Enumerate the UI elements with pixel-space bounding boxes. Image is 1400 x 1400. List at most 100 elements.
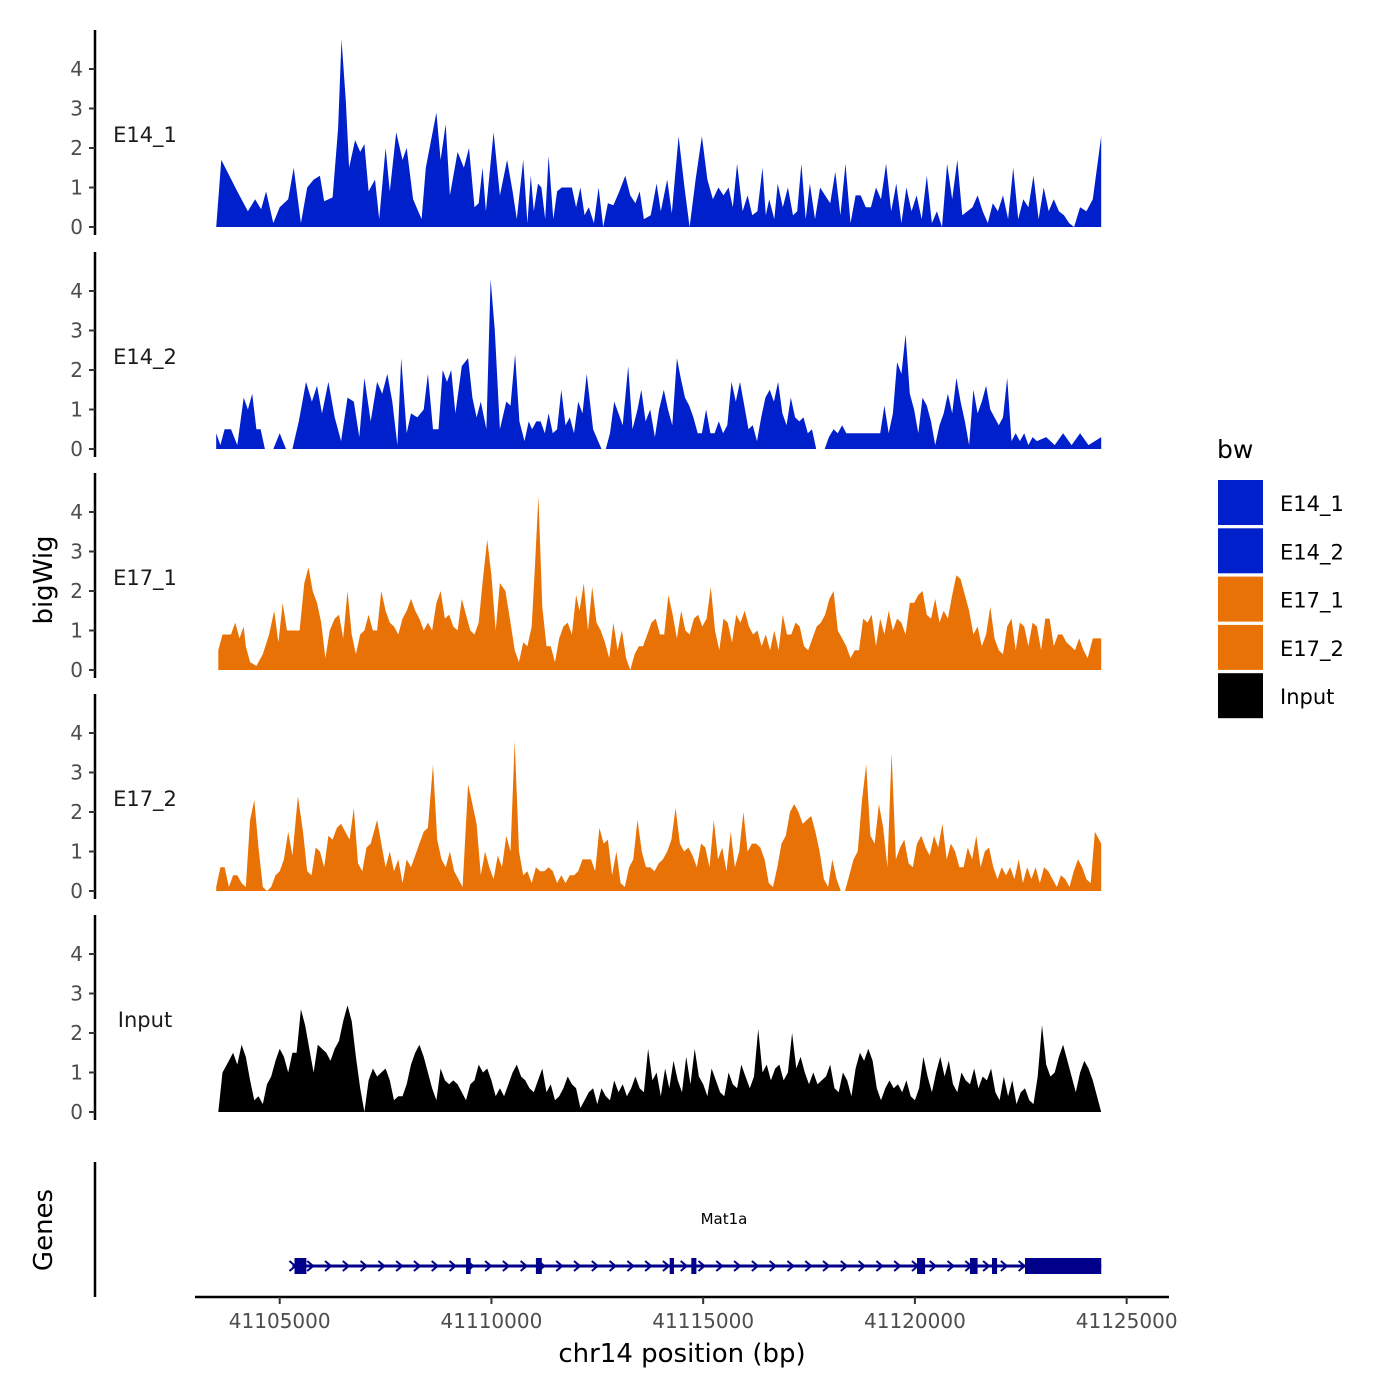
strand-arrow bbox=[591, 1260, 600, 1272]
gene-exon bbox=[1025, 1258, 1102, 1274]
strand-arrow bbox=[395, 1260, 404, 1272]
strand-arrow bbox=[626, 1260, 635, 1272]
y-axis-title: bigWig bbox=[29, 535, 59, 624]
y-tick-label: 3 bbox=[70, 761, 83, 785]
strand-arrow bbox=[359, 1260, 369, 1272]
legend-label: E17_1 bbox=[1280, 589, 1344, 614]
y-tick-label: 1 bbox=[70, 176, 83, 200]
strand-arrow bbox=[431, 1260, 440, 1272]
y-tick-label: 1 bbox=[70, 398, 83, 422]
legend-swatch bbox=[1218, 624, 1263, 670]
y-tick-label: 4 bbox=[70, 279, 83, 303]
gene-exon bbox=[917, 1258, 926, 1274]
strand-arrow bbox=[413, 1260, 422, 1272]
strand-arrow bbox=[1017, 1260, 1027, 1272]
strand-arrow bbox=[768, 1260, 778, 1272]
signal-area-E17_1 bbox=[218, 496, 1102, 670]
gene-exon bbox=[669, 1258, 674, 1274]
legend-label: E14_2 bbox=[1280, 540, 1344, 565]
y-tick-label: 4 bbox=[70, 942, 83, 966]
strand-arrow bbox=[893, 1260, 902, 1272]
track-label: E14_2 bbox=[113, 345, 177, 370]
strand-arrow bbox=[377, 1260, 386, 1272]
gene-exon bbox=[535, 1258, 542, 1274]
x-tick-label: 41105000 bbox=[229, 1309, 331, 1333]
gene-exon bbox=[294, 1258, 307, 1274]
legend-label: E14_1 bbox=[1280, 492, 1344, 517]
y-tick-label: 3 bbox=[70, 540, 83, 564]
y-tick-label: 3 bbox=[70, 319, 83, 343]
x-tick-label: 41110000 bbox=[441, 1309, 543, 1333]
strand-arrow bbox=[502, 1260, 511, 1272]
strand-arrow bbox=[822, 1260, 831, 1272]
gene-exon bbox=[466, 1258, 471, 1274]
y-tick-label: 3 bbox=[70, 982, 83, 1006]
strand-arrow bbox=[697, 1260, 707, 1272]
legend-swatch bbox=[1218, 480, 1263, 525]
legend-label: E17_2 bbox=[1280, 637, 1344, 662]
track-label: E14_1 bbox=[113, 123, 177, 148]
x-axis: 41105000 41110000 41115000 41120000 41125000 bbox=[195, 1295, 1178, 1333]
y-tick-label: 2 bbox=[70, 136, 83, 160]
legend-swatch bbox=[1218, 576, 1263, 622]
gene-exon bbox=[991, 1258, 998, 1274]
track-E14_2: 0 1 2 3 4 E14_2 bbox=[70, 252, 1102, 461]
strand-arrow bbox=[804, 1260, 813, 1272]
y-tick-label: 1 bbox=[70, 840, 83, 864]
legend-swatch bbox=[1218, 673, 1263, 719]
legend-title: bw bbox=[1217, 435, 1253, 464]
gene-exon bbox=[691, 1258, 697, 1274]
y-tick-label: 0 bbox=[70, 1100, 83, 1124]
legend: bw E14_1 E14_2 E17_1 E17_2 Input bbox=[1217, 435, 1344, 719]
signal-tracks: 0 1 2 3 4 E14_1 0 1 2 3 4 E14_2 0 1 2 3 4 E17_1 0 1 2 3 4 E17_2… bbox=[70, 30, 1102, 1124]
strand-arrow bbox=[519, 1260, 529, 1272]
y-tick-label: 0 bbox=[70, 658, 83, 682]
x-tick-label: 41120000 bbox=[864, 1309, 966, 1333]
strand-arrow bbox=[946, 1260, 956, 1272]
y-tick-label: 2 bbox=[70, 579, 83, 603]
y-tick-label: 2 bbox=[70, 800, 83, 824]
x-tick-label: 41125000 bbox=[1076, 1309, 1178, 1333]
track-E17_2: 0 1 2 3 4 E17_2 bbox=[70, 694, 1102, 903]
y-tick-label: 4 bbox=[70, 500, 83, 524]
y-tick-label: 0 bbox=[70, 879, 83, 903]
gene-name-label: Mat1a bbox=[701, 1210, 748, 1228]
strand-arrow bbox=[680, 1260, 689, 1272]
y-tick-label: 2 bbox=[70, 358, 83, 382]
track-label: E17_2 bbox=[113, 787, 177, 812]
strand-arrow bbox=[484, 1260, 493, 1272]
track-label: E17_1 bbox=[113, 566, 177, 591]
strand-arrow bbox=[857, 1260, 867, 1272]
strand-arrow bbox=[875, 1260, 884, 1272]
x-axis-title: chr14 position (bp) bbox=[558, 1339, 805, 1369]
strand-arrow bbox=[342, 1260, 351, 1272]
y-tick-label: 3 bbox=[70, 97, 83, 121]
strand-arrow bbox=[715, 1260, 724, 1272]
strand-arrow bbox=[840, 1260, 849, 1272]
strand-arrow bbox=[324, 1260, 333, 1272]
y-tick-label: 1 bbox=[70, 1061, 83, 1085]
strand-arrow bbox=[644, 1260, 653, 1272]
strand-arrow bbox=[1000, 1260, 1009, 1272]
signal-area-E17_2 bbox=[216, 740, 1102, 891]
track-E17_1: 0 1 2 3 4 E17_1 bbox=[70, 473, 1102, 682]
strand-arrow bbox=[751, 1260, 760, 1272]
y-tick-label: 0 bbox=[70, 437, 83, 461]
signal-area-E14_1 bbox=[216, 39, 1102, 228]
strand-arrow bbox=[448, 1260, 458, 1272]
y-tick-label: 1 bbox=[70, 619, 83, 643]
y-tick-label: 2 bbox=[70, 1021, 83, 1045]
strand-arrow bbox=[608, 1260, 618, 1272]
legend-label: Input bbox=[1280, 685, 1334, 709]
track-Input: 0 1 2 3 4 Input bbox=[70, 915, 1102, 1124]
signal-area-Input bbox=[218, 1005, 1102, 1112]
strand-arrow bbox=[733, 1260, 742, 1272]
track-E14_1: 0 1 2 3 4 E14_1 bbox=[70, 30, 1102, 239]
legend-swatch bbox=[1218, 528, 1263, 574]
strand-arrow bbox=[306, 1260, 315, 1272]
y-tick-label: 4 bbox=[70, 57, 83, 81]
x-tick-label: 41115000 bbox=[652, 1309, 754, 1333]
y-tick-label: 0 bbox=[70, 215, 83, 239]
